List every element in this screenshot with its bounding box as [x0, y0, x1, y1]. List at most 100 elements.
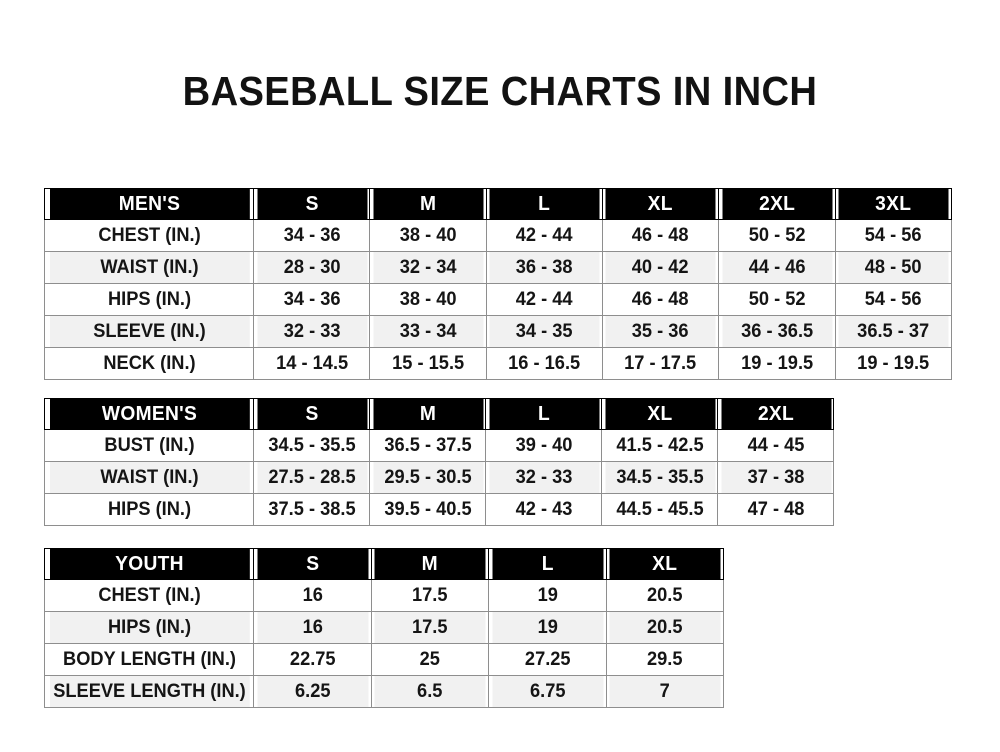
measurement-cell: 16 - 16.5 [488, 347, 601, 380]
womens-table-body: BUST (IN.) 34.5 - 35.5 36.5 - 37.5 39 - 40 4… [45, 429, 834, 526]
measurement-cell: 6.5 [372, 675, 487, 708]
table-row: HIPS (IN.) 16 17.5 19 20.5 [45, 611, 724, 644]
row-label: NECK (IN.) [48, 347, 250, 380]
youth-table-body: CHEST (IN.) 16 17.5 19 20.5 HIPS (IN.) 16 17.5 1… [45, 579, 724, 708]
measurement-cell: 7 [607, 675, 722, 708]
table-row: CHEST (IN.) 34 - 36 38 - 40 42 - 44 46 - 48 5… [45, 219, 952, 252]
mens-column-header-3xl: 3XL [836, 188, 950, 220]
youth-column-header-l: L [490, 548, 605, 580]
measurement-cell: 17 - 17.5 [604, 347, 717, 380]
measurement-cell: 36 - 36.5 [720, 315, 834, 348]
measurement-cell: 28 - 30 [255, 251, 368, 284]
mens-column-header-xl: XL [604, 188, 717, 220]
youth-table-head: YOUTH S M L XL [45, 548, 724, 580]
table-row: HIPS (IN.) 37.5 - 38.5 39.5 - 40.5 42 - 43 4… [45, 493, 834, 526]
measurement-cell: 6.75 [490, 675, 605, 708]
table-row: HIPS (IN.) 34 - 36 38 - 40 42 - 44 46 - 48 50… [45, 283, 952, 316]
table-row: WAIST (IN.) 27.5 - 28.5 29.5 - 30.5 32 - 33… [45, 461, 834, 494]
measurement-cell: 42 - 44 [488, 283, 601, 316]
row-label: WAIST (IN.) [48, 461, 250, 494]
measurement-cell: 16 [255, 611, 370, 644]
measurement-cell: 32 - 34 [371, 251, 485, 284]
measurement-cell: 33 - 34 [371, 315, 485, 348]
measurement-cell: 38 - 40 [371, 283, 485, 316]
mens-size-table: MEN'S S M L XL 2XL 3XL CHEST (IN.) 34 - 36 38 - … [44, 188, 952, 380]
row-label: CHEST (IN.) [48, 579, 250, 612]
measurement-cell: 34.5 - 35.5 [603, 461, 716, 494]
measurement-cell: 47 - 48 [719, 493, 832, 526]
measurement-cell: 20.5 [607, 611, 722, 644]
table-row: CHEST (IN.) 16 17.5 19 20.5 [45, 579, 724, 612]
measurement-cell: 34 - 35 [488, 315, 601, 348]
mens-column-header-2xl: 2XL [720, 188, 834, 220]
table-row: NECK (IN.) 14 - 14.5 15 - 15.5 16 - 16.5 17 … [45, 347, 952, 380]
youth-column-header-s: S [255, 548, 370, 580]
row-label: HIPS (IN.) [48, 493, 250, 526]
womens-size-table: WOMEN'S S M L XL 2XL BUST (IN.) 34.5 - 35.5 36.… [44, 398, 834, 526]
measurement-cell: 36.5 - 37.5 [371, 429, 484, 462]
measurement-cell: 39.5 - 40.5 [371, 493, 484, 526]
measurement-cell: 17.5 [372, 611, 487, 644]
mens-header-row: MEN'S S M L XL 2XL 3XL [45, 188, 952, 220]
measurement-cell: 19 [490, 579, 605, 612]
measurement-cell: 44 - 45 [719, 429, 832, 462]
womens-column-header-2xl: 2XL [719, 398, 832, 430]
measurement-cell: 50 - 52 [720, 283, 834, 316]
measurement-cell: 16 [255, 579, 370, 612]
measurement-cell: 44.5 - 45.5 [603, 493, 716, 526]
measurement-cell: 34.5 - 35.5 [255, 429, 368, 462]
measurement-cell: 42 - 44 [488, 219, 601, 252]
measurement-cell: 14 - 14.5 [255, 347, 368, 380]
mens-column-header-l: L [488, 188, 601, 220]
measurement-cell: 34 - 36 [255, 283, 368, 316]
measurement-cell: 46 - 48 [604, 283, 717, 316]
youth-size-table: YOUTH S M L XL CHEST (IN.) 16 17.5 19 20.5 HIPS (… [44, 548, 724, 708]
measurement-cell: 37 - 38 [719, 461, 832, 494]
measurement-cell: 6.25 [255, 675, 370, 708]
measurement-cell: 32 - 33 [487, 461, 600, 494]
womens-header-row: WOMEN'S S M L XL 2XL [45, 398, 834, 430]
measurement-cell: 27.5 - 28.5 [255, 461, 368, 494]
table-row: BUST (IN.) 34.5 - 35.5 36.5 - 37.5 39 - 40 4… [45, 429, 834, 462]
womens-column-header-m: M [371, 398, 484, 430]
measurement-cell: 29.5 - 30.5 [371, 461, 484, 494]
row-label: BODY LENGTH (IN.) [48, 643, 250, 676]
womens-column-header-xl: XL [603, 398, 716, 430]
measurement-cell: 42 - 43 [487, 493, 600, 526]
measurement-cell: 34 - 36 [255, 219, 368, 252]
table-row: SLEEVE (IN.) 32 - 33 33 - 34 34 - 35 35 - 36… [45, 315, 952, 348]
measurement-cell: 19 [490, 611, 605, 644]
measurement-cell: 19 - 19.5 [836, 347, 950, 380]
mens-table-body: CHEST (IN.) 34 - 36 38 - 40 42 - 44 46 - 48 5… [45, 219, 952, 380]
measurement-cell: 19 - 19.5 [720, 347, 834, 380]
measurement-cell: 22.75 [255, 643, 370, 676]
measurement-cell: 32 - 33 [255, 315, 368, 348]
womens-column-header-s: S [255, 398, 368, 430]
mens-table-corner-header: MEN'S [48, 188, 250, 220]
mens-column-header-m: M [371, 188, 485, 220]
measurement-cell: 44 - 46 [720, 251, 834, 284]
table-row: SLEEVE LENGTH (IN.) 6.25 6.5 6.75 7 [45, 675, 724, 708]
measurement-cell: 46 - 48 [604, 219, 717, 252]
measurement-cell: 20.5 [607, 579, 722, 612]
measurement-cell: 29.5 [607, 643, 722, 676]
measurement-cell: 54 - 56 [836, 219, 950, 252]
womens-column-header-l: L [487, 398, 600, 430]
mens-column-header-s: S [255, 188, 368, 220]
measurement-cell: 36 - 38 [488, 251, 601, 284]
measurement-cell: 41.5 - 42.5 [603, 429, 716, 462]
measurement-cell: 15 - 15.5 [371, 347, 485, 380]
measurement-cell: 25 [372, 643, 487, 676]
measurement-cell: 36.5 - 37 [836, 315, 950, 348]
youth-column-header-xl: XL [607, 548, 722, 580]
row-label: BUST (IN.) [48, 429, 250, 462]
table-row: WAIST (IN.) 28 - 30 32 - 34 36 - 38 40 - 42 4… [45, 251, 952, 284]
measurement-cell: 17.5 [372, 579, 487, 612]
row-label: HIPS (IN.) [48, 283, 250, 316]
table-row: BODY LENGTH (IN.) 22.75 25 27.25 29.5 [45, 643, 724, 676]
measurement-cell: 40 - 42 [604, 251, 717, 284]
womens-table-corner-header: WOMEN'S [48, 398, 250, 430]
row-label: WAIST (IN.) [48, 251, 250, 284]
youth-column-header-m: M [372, 548, 487, 580]
